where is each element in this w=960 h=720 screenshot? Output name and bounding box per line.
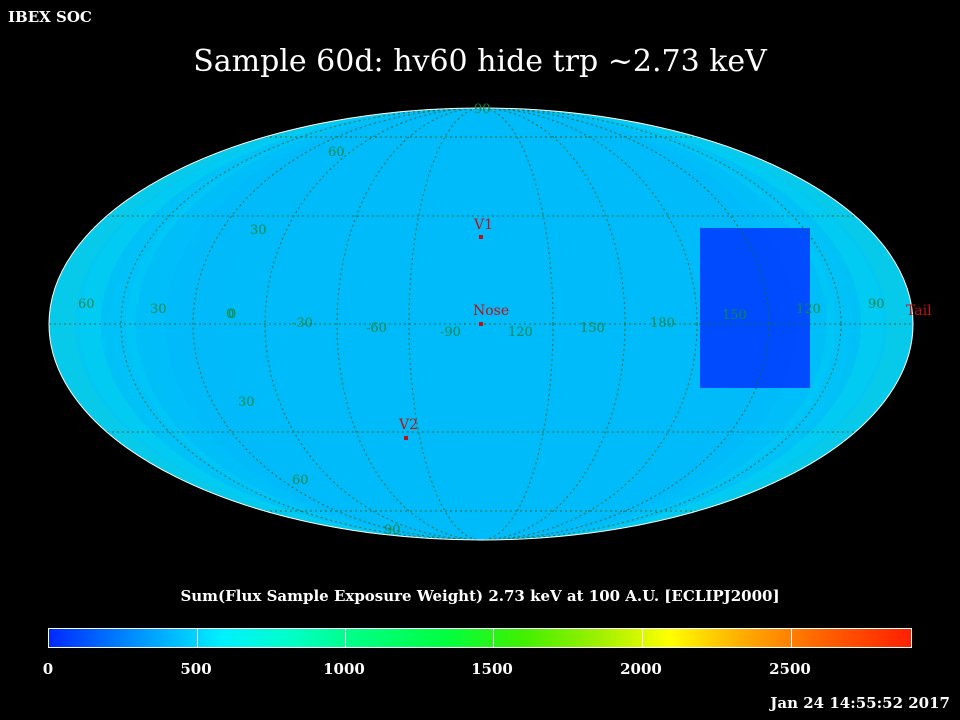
nose-label: Nose [473,303,509,319]
colorbar-label-1500: 1500 [471,660,513,678]
lat-label-90n: 90 [474,102,491,117]
lon-label-150-right: 150 [722,308,747,323]
v2-label: V2 [398,417,418,433]
colorbar-label-1000: 1000 [323,660,365,678]
lon-label-m90: -90 [440,325,461,340]
nose-marker [479,322,483,326]
colorbar-tick [791,629,792,647]
map-outline [48,107,914,541]
lon-label-150: 150 [580,321,605,336]
lon-label-30-left: 30 [150,302,167,317]
sky-map: 90 60 30 0 30 60 90 60 30 0 -30 -60 -90 … [48,102,932,541]
lat-label-60s: 60 [292,473,309,488]
lat-label-60n: 60 [328,145,345,160]
lon-label-60-left: 60 [78,297,95,312]
colorbar-label-500: 500 [180,660,212,678]
colorbar-label-0: 0 [42,660,54,678]
colorbar-tick [345,629,346,647]
colorbar-tick [642,629,643,647]
lat-label-30s: 30 [238,395,255,410]
colorbar-title: Sum(Flux Sample Exposure Weight) 2.73 ke… [180,587,780,605]
lon-label-120-right: 120 [796,302,821,317]
lon-label-m60: -60 [366,321,387,336]
lat-label-90s: 90 [384,523,401,538]
colorbar-tick [197,629,198,647]
lon-label-120: 120 [508,325,533,340]
lon-label-180: 180 [650,316,675,331]
v1-marker [479,235,483,239]
lat-label-0: 0 [226,307,234,322]
lon-label-m30: -30 [292,316,313,331]
colorbar-label-2500: 2500 [769,660,811,678]
colorbar [48,628,912,648]
map-title: Sample 60d: hv60 hide trp ~2.73 keV [193,44,767,79]
lat-label-30n: 30 [250,223,267,238]
lon-label-0-center: 0 [228,307,236,322]
tail-label: Tail [906,303,932,319]
v2-marker [404,436,408,440]
colorbar-label-2000: 2000 [620,660,662,678]
lon-label-90-right: 90 [868,297,885,312]
timestamp: Jan 24 14:55:52 2017 [770,694,950,712]
org-label: IBEX SOC [8,8,92,26]
v1-label: V1 [473,217,493,233]
colorbar-tick [493,629,494,647]
